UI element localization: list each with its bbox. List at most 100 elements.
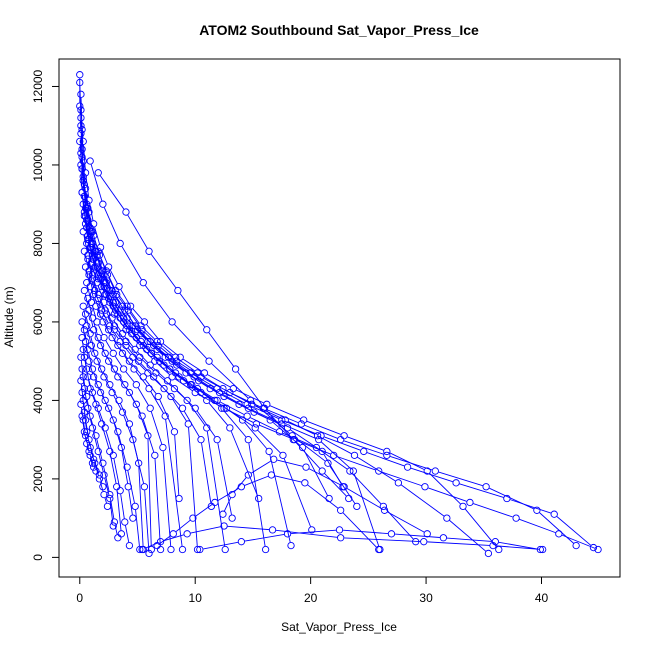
data-point <box>182 369 190 377</box>
data-point <box>117 443 125 452</box>
series-line-segment <box>237 371 263 406</box>
data-point <box>144 369 152 377</box>
series-line-segment <box>83 352 87 366</box>
data-point <box>244 404 252 412</box>
y-tick-label: 10000 <box>31 148 45 182</box>
x-tick-label: 40 <box>535 591 549 605</box>
data-point <box>229 384 237 393</box>
data-point <box>108 314 116 322</box>
data-point <box>114 534 122 542</box>
data-point <box>99 483 107 491</box>
series-line-segment <box>91 250 97 264</box>
x-tick-label: 10 <box>189 591 203 605</box>
data-point <box>88 459 97 467</box>
data-point <box>160 384 168 393</box>
series-line-segment <box>446 537 492 542</box>
series-line-segment <box>84 435 87 441</box>
series-line-segment <box>85 317 90 331</box>
data-point <box>102 290 110 299</box>
data-point <box>443 514 451 522</box>
series-line-segment <box>306 420 342 435</box>
series-line-segment <box>266 409 299 424</box>
data-point <box>124 483 132 491</box>
data-point <box>159 443 167 452</box>
series-line-segment <box>295 441 321 469</box>
series-line-segment <box>539 512 574 544</box>
series-line-segment <box>351 473 382 505</box>
series-line-segment <box>294 437 326 462</box>
data-point <box>166 365 174 373</box>
data-point <box>89 290 98 299</box>
series-line-segment <box>410 467 453 483</box>
data-point <box>121 381 129 389</box>
data-point <box>122 208 130 216</box>
data-point <box>340 432 348 440</box>
data-point <box>420 538 428 546</box>
series-line-segment <box>108 277 116 292</box>
series-line-segment <box>144 285 171 320</box>
data-point <box>484 549 493 558</box>
data-point <box>205 357 213 365</box>
data-point <box>77 106 85 114</box>
data-point <box>109 522 117 530</box>
series-line-segment <box>304 424 338 439</box>
series-line-segment <box>274 475 302 483</box>
data-point <box>197 436 205 444</box>
series-line-segment <box>90 391 96 402</box>
series-line-segment <box>113 320 121 332</box>
series-line-segment <box>208 332 234 367</box>
data-point <box>121 518 129 526</box>
series-line-segment <box>89 203 94 221</box>
data-point <box>180 377 188 385</box>
series-line-segment <box>102 273 109 288</box>
data-point <box>246 396 255 405</box>
series-line-segment <box>290 429 320 450</box>
series-line-segment <box>150 391 164 414</box>
series-line-segment <box>206 431 226 547</box>
series-line-segment <box>135 509 140 547</box>
data-point <box>85 357 93 365</box>
data-point <box>243 412 251 420</box>
series-line-segment <box>120 494 125 519</box>
data-point <box>403 463 412 471</box>
series-line-segment <box>99 478 103 484</box>
data-point <box>83 322 91 330</box>
series-line-segment <box>150 375 162 387</box>
data-point <box>539 545 547 554</box>
data-point <box>330 451 338 459</box>
data-point <box>139 373 147 381</box>
x-tick-label: 0 <box>76 591 83 605</box>
data-point <box>144 337 152 346</box>
data-point <box>260 404 269 412</box>
data-point <box>116 239 124 248</box>
data-point <box>132 400 140 408</box>
series-line-segment <box>87 435 90 445</box>
series-line-segment <box>129 320 139 332</box>
series-line-segment <box>143 343 155 356</box>
series-line-segment <box>87 231 91 245</box>
data-point <box>83 239 91 248</box>
data-point <box>222 404 231 412</box>
series-line-segment <box>98 454 104 472</box>
series-line-segment <box>182 358 202 372</box>
data-point <box>92 467 100 475</box>
data-point <box>251 424 259 432</box>
data-point <box>211 498 219 507</box>
data-point <box>78 153 86 161</box>
data-point <box>116 306 124 314</box>
series-line-segment <box>95 356 101 366</box>
series-line-segment <box>84 333 88 347</box>
series-line-segment <box>119 348 128 359</box>
data-point <box>102 279 110 287</box>
data-point <box>250 408 258 416</box>
data-point <box>170 428 179 436</box>
series-line-segment <box>275 529 338 538</box>
series-line-segment <box>90 250 95 264</box>
data-point <box>360 447 368 456</box>
data-point <box>168 318 176 326</box>
data-point <box>78 165 86 173</box>
series-line-segment <box>93 466 95 469</box>
series-line-segment <box>129 427 139 460</box>
data-point <box>84 216 92 224</box>
series-line-segment <box>93 372 98 382</box>
